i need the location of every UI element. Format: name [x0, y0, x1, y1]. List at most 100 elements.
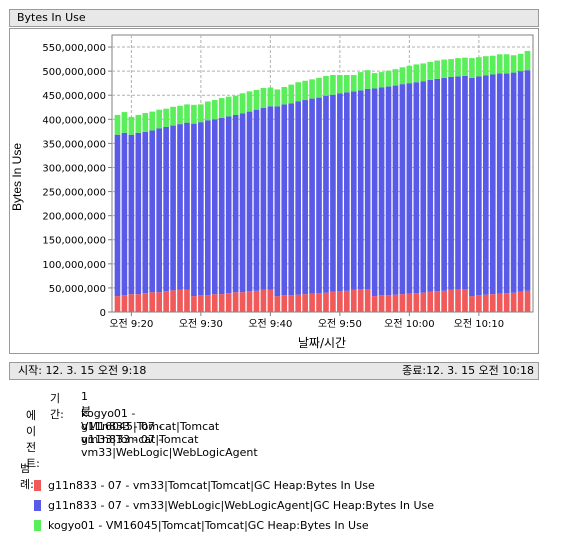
- y-tick-label: 300,000,000: [42, 163, 106, 174]
- bar-segment-series-0: [274, 296, 281, 312]
- bar-segment-series-2: [469, 58, 475, 78]
- bar-segment-series-2: [524, 50, 531, 71]
- bar-segment-series-2: [441, 59, 447, 78]
- bar-segment-series-1: [232, 114, 239, 293]
- bar-segment-series-0: [135, 294, 142, 312]
- bar-segment-series-2: [378, 72, 385, 88]
- bar-segment-series-2: [211, 100, 218, 120]
- bar-segment-series-2: [406, 65, 413, 84]
- bar-segment-series-1: [483, 75, 489, 295]
- bar-segment-series-1: [288, 103, 295, 296]
- bar-segment-series-2: [288, 84, 295, 104]
- bar-segment-series-1: [191, 123, 197, 297]
- bar-segment-series-0: [156, 292, 162, 312]
- y-tick-label: 150,000,000: [42, 236, 106, 247]
- bar-segment-series-0: [323, 292, 329, 312]
- bar-segment-series-2: [239, 93, 246, 114]
- y-tick-label: 550,000,000: [42, 43, 106, 54]
- y-tick-label: 200,000,000: [42, 212, 106, 223]
- bar-segment-series-2: [253, 89, 260, 110]
- bar-segment-series-0: [163, 291, 169, 312]
- bar-segment-series-0: [378, 295, 385, 312]
- bar-segment-series-1: [128, 134, 135, 295]
- bar-segment-series-1: [253, 109, 260, 291]
- bar-segment-series-1: [302, 100, 308, 295]
- y-tick-label: 250,000,000: [42, 188, 106, 199]
- time-range-bar: 시작: 12. 3. 15 오전 9:18 종료:12. 3. 15 오전 10…: [9, 362, 539, 380]
- bar-segment-series-2: [496, 54, 503, 74]
- bar-segment-series-2: [309, 79, 315, 99]
- bar-segment-series-2: [392, 69, 399, 86]
- bar-segment-series-2: [503, 54, 510, 74]
- chart-frame: 0 50,000,000 100,000,000 150,000,000 200,000…: [9, 28, 539, 354]
- bar-segment-series-0: [267, 289, 274, 312]
- y-tick-label: 500,000,000: [42, 67, 106, 78]
- y-tick-label: 450,000,000: [42, 91, 106, 102]
- agents-label: 에이전트:: [26, 409, 40, 470]
- bar-segment-series-2: [170, 106, 176, 126]
- x-tick-label: 오전 9:20: [109, 318, 153, 330]
- bar-segment-series-2: [420, 63, 427, 82]
- y-axis-label: Bytes In Use: [10, 143, 24, 211]
- x-tick-label: 오전 10:00: [384, 318, 434, 330]
- bar-segment-series-0: [281, 295, 288, 312]
- bar-segment-series-1: [371, 88, 378, 297]
- x-tick-label: 오전 9:50: [318, 318, 362, 330]
- bar-segment-series-0: [149, 292, 156, 312]
- bar-segment-series-2: [232, 95, 239, 115]
- bar-segment-series-0: [121, 295, 128, 312]
- y-axis: 0 50,000,000 100,000,000 150,000,000 200,000…: [42, 43, 112, 319]
- bar-segment-series-1: [496, 73, 503, 294]
- bar-segment-series-2: [128, 116, 135, 135]
- bar-segment-series-2: [225, 96, 232, 117]
- bar-segment-series-2: [476, 57, 482, 77]
- bar-segment-series-1: [184, 122, 190, 290]
- bar-segment-series-2: [462, 57, 468, 76]
- bar-segment-series-2: [337, 74, 343, 94]
- x-axis: 오전 9:20 오전 9:30 오전 9:40 오전 9:50 오전 10:00 오전 1…: [109, 312, 504, 330]
- legend-swatch-blue: [34, 500, 41, 511]
- bar-segment-series-0: [232, 292, 239, 312]
- bar-segment-series-2: [448, 59, 454, 77]
- bar-segment-series-1: [225, 116, 232, 294]
- bar-segment-series-1: [267, 106, 274, 290]
- bar-segment-series-0: [517, 291, 524, 312]
- bar-segment-series-1: [434, 78, 440, 292]
- bar-segment-series-0: [476, 295, 482, 312]
- y-tick-label: 50,000,000: [49, 284, 106, 295]
- bar-segment-series-1: [357, 90, 364, 290]
- bar-segment-series-2: [489, 55, 496, 75]
- bar-segment-series-2: [267, 87, 274, 107]
- bar-segment-series-1: [462, 75, 468, 290]
- bar-segment-series-2: [483, 56, 489, 76]
- bar-segment-series-0: [211, 294, 218, 312]
- bar-segment-series-2: [177, 105, 183, 125]
- bar-segment-series-2: [246, 91, 253, 112]
- bar-segment-series-2: [135, 114, 142, 133]
- bar-segment-series-1: [163, 127, 169, 292]
- bar-segment-series-0: [441, 290, 447, 312]
- bar-segment-series-0: [260, 289, 267, 312]
- bar-segment-series-1: [524, 70, 531, 291]
- legend-label: kogyo01 - VM16045|Tomcat|Tomcat|GC Heap:…: [48, 519, 369, 532]
- bar-segment-series-0: [177, 289, 183, 312]
- y-tick-label: 350,000,000: [42, 139, 106, 150]
- bar-segment-series-0: [364, 289, 371, 312]
- bar-segment-series-1: [399, 84, 406, 295]
- chart-panel-title: Bytes In Use: [9, 9, 539, 27]
- bar-segment-series-0: [114, 296, 121, 312]
- bar-segment-series-1: [337, 93, 343, 292]
- agent-item: g11n833 - 07 - vm33|WebLogic|WebLogicAge…: [81, 433, 258, 459]
- bar-segment-series-2: [434, 60, 440, 79]
- bar-segment-series-1: [198, 122, 204, 296]
- bar-segment-series-0: [357, 289, 364, 312]
- bar-segment-series-0: [448, 289, 454, 312]
- bar-segment-series-2: [517, 53, 524, 72]
- bar-segment-series-2: [385, 70, 392, 87]
- bar-segment-series-2: [302, 80, 308, 101]
- bar-segment-series-1: [364, 88, 371, 290]
- bar-segment-series-0: [330, 291, 336, 312]
- bar-segment-series-0: [170, 290, 176, 312]
- bar-segment-series-0: [184, 289, 190, 312]
- agent-item: g11n833 - 07 - vm33|Tomcat|Tomcat: [81, 420, 199, 446]
